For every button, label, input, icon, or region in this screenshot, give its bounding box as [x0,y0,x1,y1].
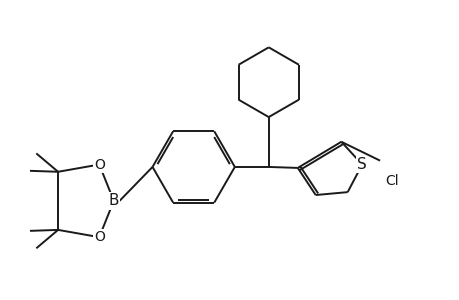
Text: O: O [94,158,105,172]
Text: B: B [108,193,119,208]
Text: S: S [357,157,366,172]
Text: O: O [94,230,105,244]
Text: Cl: Cl [385,175,398,188]
